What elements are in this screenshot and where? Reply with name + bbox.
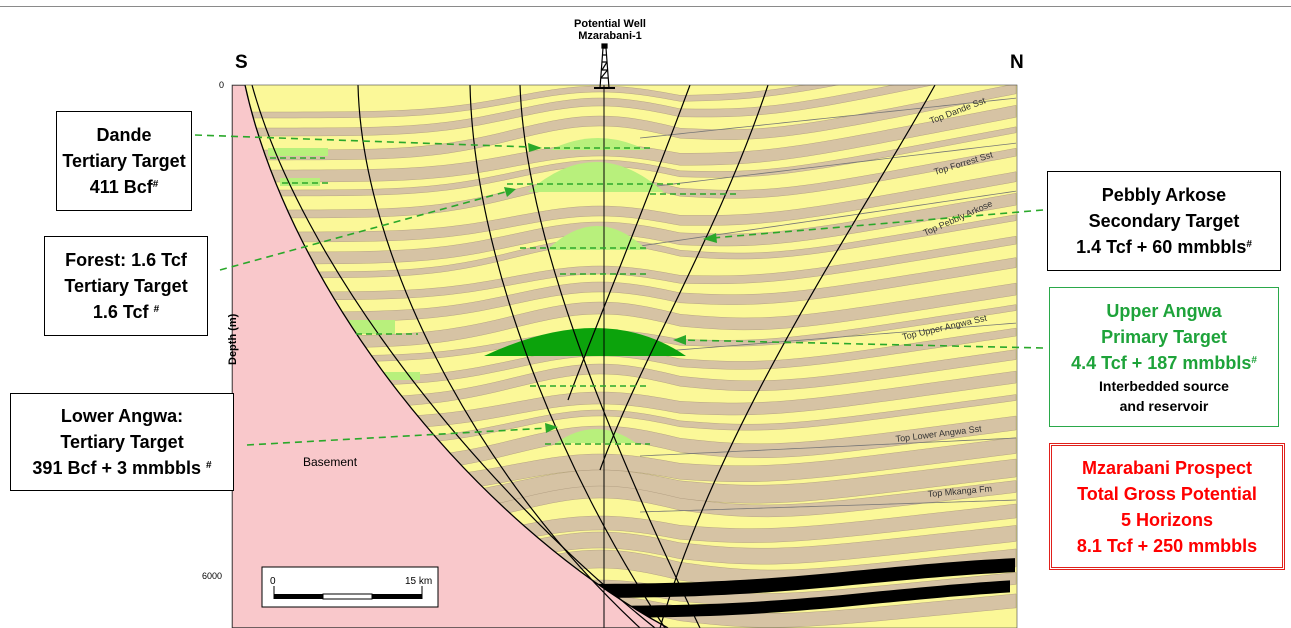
shale-layer — [232, 105, 1017, 183]
depth-tick-6000: 6000 — [202, 571, 222, 581]
pebbly-target: Secondary Target — [1088, 211, 1240, 231]
shale-layer — [232, 327, 1017, 387]
upper-angwa-volume: 4.4 Tcf + 187 mmbbls# — [1071, 353, 1257, 373]
section-frame — [231, 84, 1018, 628]
upper-angwa-callout: Upper Angwa Primary Target 4.4 Tcf + 187… — [1049, 287, 1279, 427]
fault-line — [659, 85, 936, 628]
forest-volume: 1.6 Tcf # — [92, 302, 160, 322]
gas-accumulation — [280, 178, 320, 186]
footnote-mark: # — [153, 304, 160, 315]
primary-gas-accumulation — [484, 328, 686, 356]
scale-end: 15 km — [405, 576, 432, 587]
gas-accumulation — [345, 320, 395, 334]
total-horizons: 5 Horizons — [1120, 509, 1213, 530]
fault-line — [567, 85, 691, 401]
gas-accumulation — [547, 226, 647, 250]
coal-bed — [600, 580, 1010, 618]
basement-label: Basement — [303, 455, 358, 469]
footnote-mark: # — [206, 460, 212, 471]
shale-layer — [232, 282, 1017, 349]
gas-accumulation — [268, 148, 328, 156]
lower-angwa-title: Lower Angwa: — [60, 406, 184, 426]
footnote-mark: # — [152, 179, 159, 190]
horizon-line — [639, 437, 1017, 457]
horizon-line — [639, 97, 1017, 139]
fault-line — [251, 85, 656, 628]
forest-callout: Forest: 1.6 Tcf Tertiary Target 1.6 Tcf … — [44, 236, 208, 336]
callout-leaders — [194, 134, 1044, 446]
south-label: S — [235, 52, 248, 73]
upper-angwa-target: Primary Target — [1101, 327, 1227, 347]
horizon-line — [639, 190, 1017, 247]
footnote-mark: # — [1251, 355, 1257, 366]
frame-top-line — [0, 6, 1291, 7]
forest-target: Tertiary Target — [64, 276, 188, 296]
scale-bar: 0 15 km — [261, 566, 439, 608]
well-label-line1: Potential Well — [574, 18, 646, 30]
depth-axis-label: Depth (m) — [227, 313, 239, 365]
gas-accumulation — [380, 372, 420, 380]
shale-layer — [232, 370, 1017, 431]
gas-accumulation — [550, 138, 646, 150]
pebbly-arkose-callout: Pebbly Arkose Secondary Target 1.4 Tcf +… — [1047, 171, 1281, 271]
shale-layer — [232, 85, 935, 137]
lower-angwa-target: Tertiary Target — [60, 432, 184, 452]
upper-angwa-note-2: and reservoir — [1119, 398, 1209, 414]
derrick-icon — [594, 43, 615, 89]
lower-angwa-callout: Lower Angwa: Tertiary Target 391 Bcf + 3… — [10, 393, 234, 491]
north-label: N — [1010, 52, 1024, 73]
lower-angwa-volume: 391 Bcf + 3 mmbbls # — [32, 458, 212, 478]
fault-line — [469, 85, 666, 628]
callout-arrowheads — [504, 143, 717, 433]
upper-angwa-title: Upper Angwa — [1106, 301, 1222, 321]
scale-start: 0 — [270, 576, 276, 587]
total-potential-callout: Mzarabani Prospect Total Gross Potential… — [1049, 443, 1285, 570]
fault-lines — [251, 85, 936, 628]
footnote-mark: # — [1246, 239, 1252, 250]
pebbly-title: Pebbly Arkose — [1101, 185, 1227, 205]
fault-line — [599, 85, 769, 471]
horizon-line — [639, 142, 1017, 189]
fault-line — [357, 85, 641, 628]
total-subtitle: Total Gross Potential — [1077, 483, 1257, 504]
gas-accumulation — [556, 429, 636, 443]
depth-tick-0: 0 — [219, 80, 224, 90]
pebbly-volume: 1.4 Tcf + 60 mmbbls# — [1076, 237, 1252, 257]
total-title: Mzarabani Prospect — [1081, 457, 1253, 478]
upper-angwa-note-1: Interbedded source — [1099, 378, 1229, 394]
total-volume: 8.1 Tcf + 250 mmbbls — [1076, 535, 1258, 556]
horizon-line — [639, 322, 1017, 354]
fault-line — [519, 85, 701, 628]
shale-layer — [232, 126, 1017, 197]
coal-beds — [585, 558, 1015, 618]
dande-title: Dande — [96, 125, 152, 145]
forest-title: Forest: 1.6 Tcf — [65, 250, 187, 270]
shale-layer — [232, 192, 1017, 265]
well-label: Potential Well Mzarabani-1 — [540, 18, 680, 42]
shale-layer — [232, 171, 1017, 243]
well-label-line2: Mzarabani-1 — [578, 30, 642, 42]
coal-bed — [585, 558, 1015, 598]
shale-layer — [232, 85, 839, 119]
dande-volume: 411 Bcf# — [89, 177, 159, 197]
dande-target: Tertiary Target — [62, 151, 186, 171]
shale-layer — [232, 257, 1017, 323]
dande-callout: Dande Tertiary Target 411 Bcf# — [56, 111, 192, 211]
target-dashes — [270, 147, 740, 445]
shale-layer — [232, 235, 1017, 301]
